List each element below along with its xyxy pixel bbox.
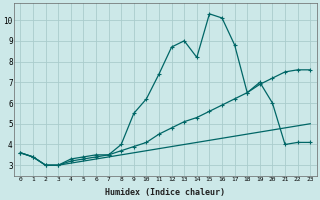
X-axis label: Humidex (Indice chaleur): Humidex (Indice chaleur): [105, 188, 225, 197]
